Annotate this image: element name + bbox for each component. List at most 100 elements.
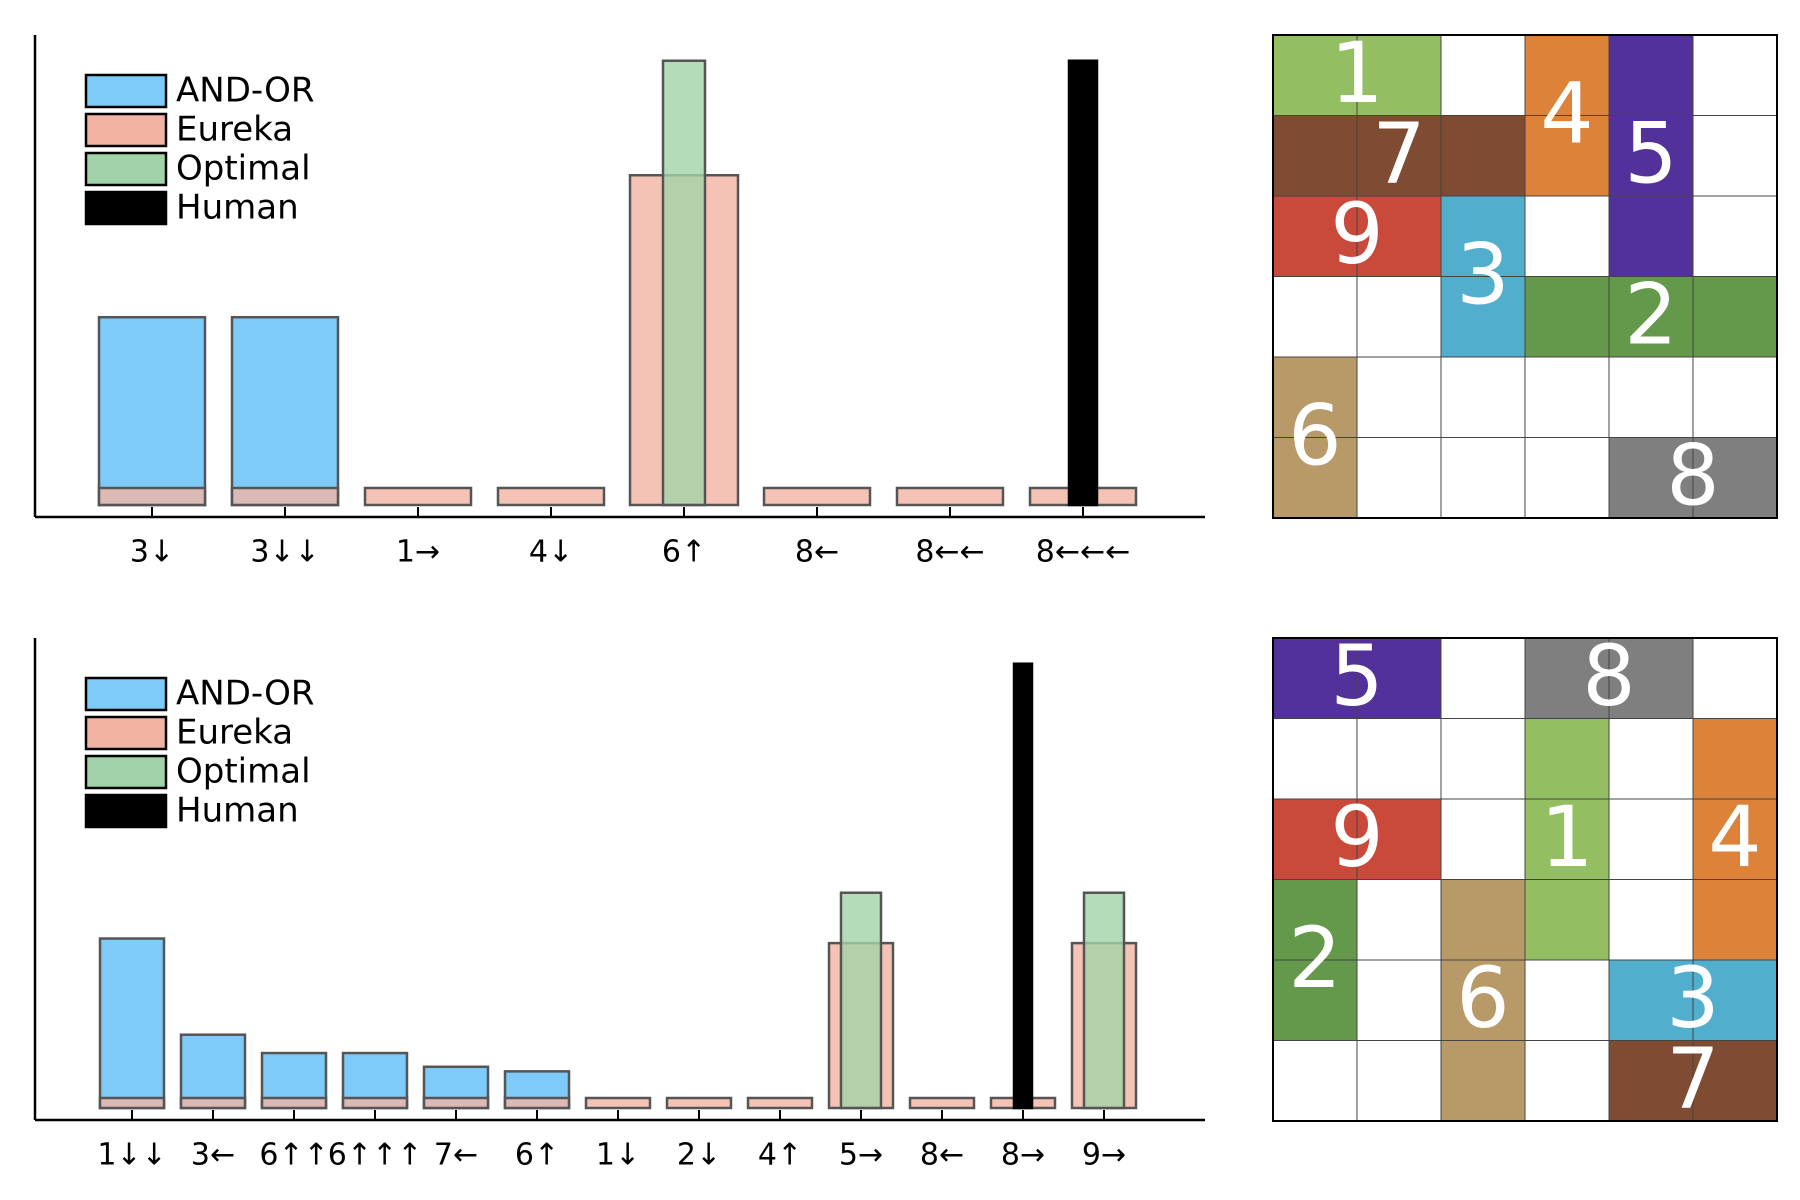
piece-6-cell-1 <box>1441 879 1525 960</box>
bar-eureka-3 <box>260 1096 328 1110</box>
x-tick-label-5: 7← <box>434 1138 478 1173</box>
piece-3-cell-1 <box>1441 196 1525 277</box>
piece-4 <box>1525 35 1609 196</box>
x-tick-label-6: 8← <box>795 535 839 570</box>
piece-7-cell-1 <box>1273 115 1357 196</box>
bar-eureka-2 <box>230 486 340 507</box>
legend-label-human: Human <box>176 188 299 228</box>
piece-9 <box>1273 799 1441 880</box>
legend-label-eureka: Eureka <box>176 110 293 150</box>
bar-human-8 <box>1067 59 1099 507</box>
piece-2 <box>1273 879 1357 1041</box>
piece-1 <box>1273 35 1441 116</box>
piece-5-cell-2 <box>1609 115 1693 196</box>
bar-eureka-5 <box>422 1096 490 1110</box>
piece-9-label: 9 <box>1330 788 1383 886</box>
piece-8-label: 8 <box>1582 627 1635 725</box>
legend-label-eureka: Eureka <box>176 713 293 753</box>
piece-9-cell-2 <box>1357 799 1441 880</box>
board-frame <box>1272 34 1778 519</box>
piece-4-cell-1 <box>1693 718 1777 799</box>
x-tick-label-12: 8→ <box>1001 1138 1045 1173</box>
piece-1-cell-2 <box>1357 35 1441 116</box>
piece-9-cell-1 <box>1273 196 1357 277</box>
piece-1-label: 1 <box>1330 24 1383 122</box>
x-tick-label-10: 5→ <box>839 1138 883 1173</box>
piece-6-cell-3 <box>1441 1040 1525 1121</box>
piece-9-cell-1 <box>1273 799 1357 880</box>
bar-eureka-1 <box>97 486 207 507</box>
bar-andor-1 <box>97 315 207 507</box>
x-tick-label-8: 2↓ <box>677 1138 721 1173</box>
x-tick-label-9: 4↑ <box>758 1138 802 1173</box>
piece-6-cell-1 <box>1273 357 1357 438</box>
bar-eureka-6 <box>503 1096 571 1110</box>
legend-label-optimal: Optimal <box>176 752 311 792</box>
piece-2-cell-1 <box>1273 879 1357 960</box>
piece-9 <box>1273 196 1441 277</box>
x-tick-label-2: 3← <box>191 1138 235 1173</box>
piece-2-cell-2 <box>1609 276 1693 357</box>
piece-8-cell-2 <box>1609 638 1693 719</box>
x-tick-label-3: 1→ <box>396 535 440 570</box>
bar-eureka-6 <box>762 486 872 507</box>
piece-4-cell-1 <box>1525 35 1609 116</box>
chart-panel-2: 1↓↓ 3← 6↑↑ 6↑↑↑ 7← 6↑ 1↓ 2↓ 4↑ 5→ 8← 8→ 9→ AND-OREure… <box>33 638 1205 1173</box>
piece-8-cell-1 <box>1609 437 1693 518</box>
piece-5 <box>1609 35 1693 277</box>
piece-8-cell-2 <box>1693 437 1777 518</box>
piece-9-label: 9 <box>1330 185 1383 283</box>
piece-4 <box>1693 718 1777 960</box>
piece-8 <box>1609 437 1777 518</box>
bar-eureka-9 <box>746 1096 814 1110</box>
bar-optimal-5 <box>661 59 707 507</box>
piece-3-cell-2 <box>1441 276 1525 357</box>
bar-andor-1 <box>98 937 166 1110</box>
piece-2-label: 2 <box>1624 266 1677 364</box>
legend-swatch-human <box>84 793 168 829</box>
bar-eureka-3 <box>363 486 473 507</box>
x-tick-label-4: 4↓ <box>529 535 573 570</box>
piece-1-cell-2 <box>1525 799 1609 880</box>
piece-7 <box>1273 115 1525 196</box>
x-tick-label-1: 3↓ <box>130 535 174 570</box>
legend-label-andor: AND-OR <box>176 674 314 714</box>
x-tick-label-8: 8←←← <box>1036 535 1131 570</box>
piece-2-cell-2 <box>1273 960 1357 1041</box>
legend-label-optimal: Optimal <box>176 149 311 189</box>
piece-5-label: 5 <box>1624 105 1677 203</box>
legend-swatch-human <box>84 190 168 226</box>
piece-6 <box>1441 879 1525 1121</box>
piece-8-label: 8 <box>1666 427 1719 525</box>
piece-9-cell-2 <box>1357 196 1441 277</box>
bar-eureka-11 <box>908 1096 976 1110</box>
legend-swatch-eureka <box>84 715 168 751</box>
x-tick-label-7: 8←← <box>915 535 984 570</box>
piece-4-label: 4 <box>1708 788 1761 886</box>
bar-eureka-2 <box>179 1096 247 1110</box>
legend-swatch-andor <box>84 73 168 109</box>
x-tick-label-11: 8← <box>920 1138 964 1173</box>
piece-5-label: 5 <box>1330 627 1383 725</box>
piece-7-cell-3 <box>1441 115 1525 196</box>
piece-7-cell-2 <box>1357 115 1441 196</box>
piece-7 <box>1609 1040 1777 1121</box>
bar-andor-2 <box>230 315 340 507</box>
piece-2-label: 2 <box>1288 909 1341 1007</box>
x-tick-label-6: 6↑ <box>515 1138 559 1173</box>
piece-6-cell-2 <box>1441 960 1525 1041</box>
piece-4-cell-2 <box>1525 115 1609 196</box>
legend-swatch-optimal <box>84 754 168 790</box>
piece-5-cell-3 <box>1609 196 1693 277</box>
chart-panel-1: 3↓ 3↓↓ 1→ 4↓ 6↑ 8← 8←← 8←←← AND-OREurekaOptimalH… <box>33 35 1205 570</box>
piece-3-label: 3 <box>1666 949 1719 1047</box>
x-tick-label-5: 6↑ <box>662 535 706 570</box>
x-tick-label-3: 6↑↑ <box>259 1138 328 1173</box>
piece-1-label: 1 <box>1540 788 1593 886</box>
piece-6-cell-2 <box>1273 437 1357 518</box>
piece-2-cell-3 <box>1693 276 1777 357</box>
piece-4-label: 4 <box>1540 64 1593 162</box>
puzzle-board-2: 5 8 1 4 9 2 6 37 <box>1272 627 1778 1128</box>
piece-3 <box>1441 196 1525 357</box>
